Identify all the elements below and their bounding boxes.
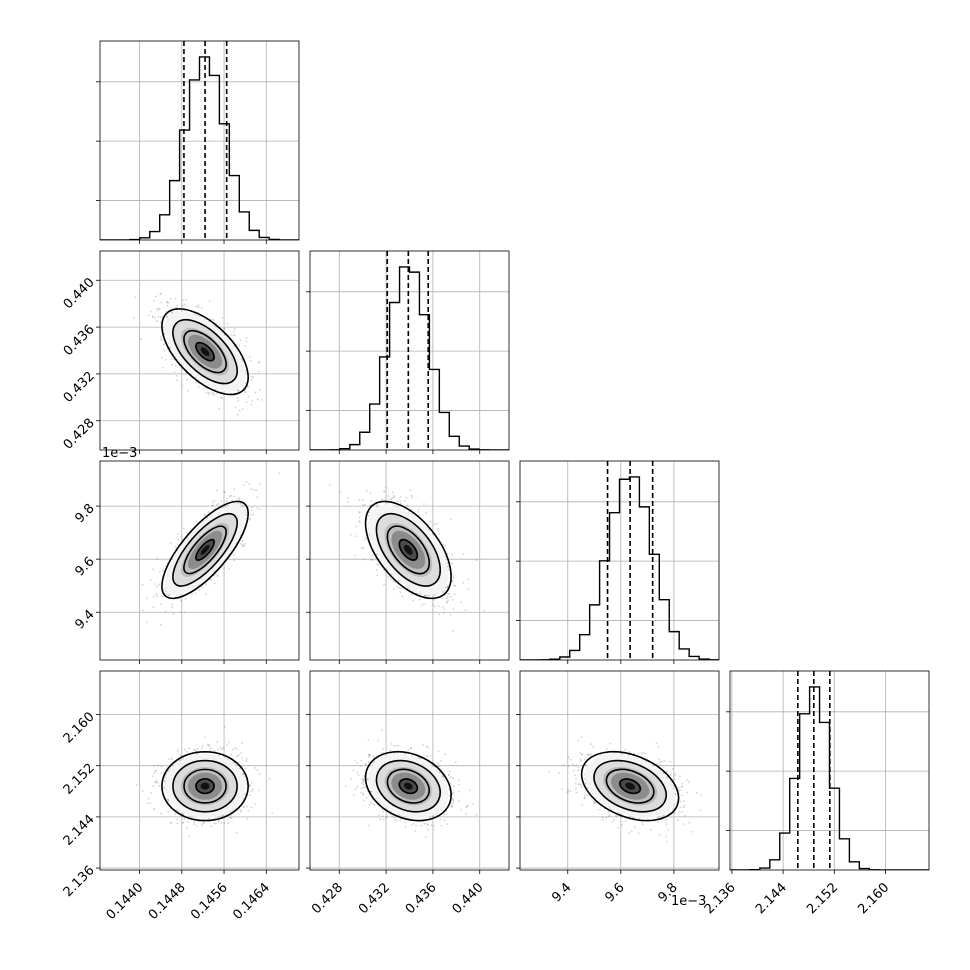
x-tick-label: 0.432: [356, 880, 393, 917]
histogram-panel-2: [306, 250, 510, 454]
contour-line: [386, 768, 431, 804]
histogram-step: [310, 266, 509, 450]
x-tick-label: 9.4: [549, 880, 574, 905]
density-panel-2-4: [306, 670, 510, 874]
density-panel-3-4: [516, 670, 720, 874]
density-fill: [200, 347, 210, 357]
contour-line: [593, 759, 667, 813]
contour-line: [161, 308, 249, 396]
panel-border: [99, 670, 300, 871]
y-tick-label: 9.6: [72, 554, 97, 579]
x-tick-label: 9.6: [602, 880, 627, 905]
contour-line: [398, 778, 419, 795]
y-tick-label: 2.152: [61, 761, 98, 798]
contour-line: [375, 513, 441, 587]
x-tick-label: 2.152: [804, 880, 841, 917]
histogram-step: [520, 476, 719, 660]
y-tick-label: 2.160: [61, 710, 98, 747]
panel-border: [519, 460, 720, 661]
contour-line: [172, 513, 238, 587]
panel-border: [519, 670, 720, 871]
y-tick-label: 9.4: [72, 607, 97, 632]
contour-line: [386, 525, 431, 575]
x-tick-label: 0.1440: [104, 880, 147, 923]
contour-line: [195, 778, 215, 795]
contour-line: [375, 759, 441, 813]
x-tick-label: 0.1464: [230, 880, 273, 923]
density-panel-1-3: [96, 460, 300, 664]
histogram-panel-3: [516, 460, 720, 664]
panel-border: [309, 460, 510, 661]
x-tick-label: 2.144: [753, 880, 790, 917]
panel-background: [310, 251, 509, 450]
panel-border: [99, 460, 300, 661]
y-tick-label: 0.432: [61, 369, 98, 406]
histogram-panel-1: [96, 40, 300, 244]
y-tick-label: 2.136: [61, 863, 98, 900]
panel-border: [309, 670, 510, 871]
density-fill: [625, 782, 636, 790]
x-tick-label: 0.440: [450, 880, 487, 917]
histogram-panel-4: [726, 670, 930, 874]
density-panel-1-2: [96, 250, 300, 454]
density-fill: [200, 782, 210, 790]
y-tick-label: 9.8: [72, 501, 97, 526]
contour-line: [619, 778, 642, 795]
x-tick-label: 0.1448: [146, 880, 189, 923]
contour-line: [364, 500, 452, 600]
density-fill: [200, 544, 210, 555]
contour-line: [161, 500, 249, 600]
contour-line: [605, 768, 655, 804]
density-panel-1-4: [96, 670, 300, 874]
contour-line: [183, 525, 227, 575]
contour-line: [172, 759, 238, 813]
x-tick-label: 0.436: [403, 880, 440, 917]
panel-border: [99, 40, 300, 241]
density-panel-2-3: [306, 460, 510, 664]
y-tick-label: 0.440: [61, 275, 98, 312]
panel-border: [729, 670, 930, 871]
panel-border: [99, 250, 300, 451]
density-fill: [403, 782, 413, 790]
x-tick-label: 0.428: [309, 880, 346, 917]
x-tick-label: 2.136: [702, 880, 739, 917]
x-offset-label: 1e−3: [671, 894, 706, 909]
contour-line: [172, 319, 238, 385]
y-tick-label: 0.428: [61, 416, 98, 453]
y-tick-label: 0.436: [61, 322, 98, 359]
panel-border: [309, 250, 510, 451]
x-tick-label: 2.160: [855, 880, 892, 917]
density-fill: [403, 544, 413, 555]
y-offset-label: 1e−3: [102, 446, 137, 461]
contour-line: [183, 768, 227, 804]
y-tick-label: 2.144: [61, 812, 98, 849]
contour-line: [364, 750, 452, 822]
contour-line: [161, 750, 249, 822]
contour-line: [398, 538, 419, 561]
contour-line: [580, 750, 680, 822]
x-tick-label: 0.1456: [188, 880, 231, 923]
contour-line: [195, 538, 215, 561]
contour-line: [195, 341, 215, 362]
contour-line: [183, 329, 227, 374]
